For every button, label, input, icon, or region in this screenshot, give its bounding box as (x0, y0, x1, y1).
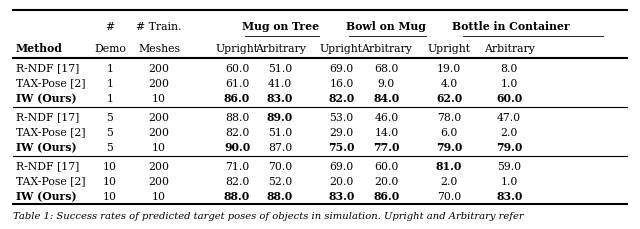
Text: 200: 200 (148, 176, 170, 186)
Text: 60.0: 60.0 (496, 93, 522, 104)
Text: 82.0: 82.0 (225, 176, 249, 186)
Text: 8.0: 8.0 (500, 63, 518, 73)
Text: 5: 5 (106, 142, 113, 152)
Text: 29.0: 29.0 (330, 127, 354, 137)
Text: Method: Method (16, 43, 63, 54)
Text: 41.0: 41.0 (268, 78, 292, 88)
Text: 60.0: 60.0 (225, 63, 249, 73)
Text: 53.0: 53.0 (330, 112, 354, 122)
Text: 62.0: 62.0 (436, 93, 462, 104)
Text: 75.0: 75.0 (328, 142, 355, 153)
Text: R-NDF [17]: R-NDF [17] (16, 161, 79, 171)
Text: 200: 200 (148, 78, 170, 88)
Text: 9.0: 9.0 (378, 78, 395, 88)
Text: 88.0: 88.0 (224, 190, 250, 201)
Text: 69.0: 69.0 (330, 161, 354, 171)
Text: Arbitrary: Arbitrary (361, 44, 412, 54)
Text: IW (Ours): IW (Ours) (16, 93, 77, 104)
Text: Meshes: Meshes (138, 44, 180, 54)
Text: 83.0: 83.0 (267, 93, 293, 104)
Text: 90.0: 90.0 (224, 142, 250, 153)
Text: 200: 200 (148, 112, 170, 122)
Text: 79.0: 79.0 (436, 142, 462, 153)
Text: 88.0: 88.0 (267, 190, 293, 201)
Text: 78.0: 78.0 (437, 112, 461, 122)
Text: 60.0: 60.0 (374, 161, 399, 171)
Text: 59.0: 59.0 (497, 161, 522, 171)
Text: 70.0: 70.0 (268, 161, 292, 171)
Text: Table 1: Success rates of predicted target poses of objects in simulation. Uprig: Table 1: Success rates of predicted targ… (13, 211, 524, 220)
Text: 71.0: 71.0 (225, 161, 249, 171)
Text: Arbitrary: Arbitrary (255, 44, 305, 54)
Text: 1: 1 (106, 63, 113, 73)
Text: 68.0: 68.0 (374, 63, 399, 73)
Text: Upright: Upright (428, 44, 470, 54)
Text: 83.0: 83.0 (328, 190, 355, 201)
Text: 79.0: 79.0 (496, 142, 522, 153)
Text: 200: 200 (148, 127, 170, 137)
Text: 10: 10 (103, 176, 117, 186)
Text: TAX-Pose [2]: TAX-Pose [2] (16, 127, 85, 137)
Text: 61.0: 61.0 (225, 78, 249, 88)
Text: 1.0: 1.0 (500, 78, 518, 88)
Text: IW (Ours): IW (Ours) (16, 142, 77, 153)
Text: 10: 10 (103, 161, 117, 171)
Text: 1.0: 1.0 (500, 176, 518, 186)
Text: Mug on Tree: Mug on Tree (241, 21, 319, 32)
Text: 200: 200 (148, 161, 170, 171)
Text: 2.0: 2.0 (500, 127, 518, 137)
Text: 81.0: 81.0 (436, 161, 462, 172)
Text: 10: 10 (152, 142, 166, 152)
Text: 82.0: 82.0 (328, 93, 355, 104)
Text: Upright: Upright (216, 44, 259, 54)
Text: #: # (106, 22, 115, 32)
Text: 5: 5 (106, 127, 113, 137)
Text: 77.0: 77.0 (373, 142, 399, 153)
Text: TAX-Pose [2]: TAX-Pose [2] (16, 78, 85, 88)
Text: 86.0: 86.0 (224, 93, 250, 104)
Text: Demo: Demo (94, 44, 126, 54)
Text: 4.0: 4.0 (440, 78, 458, 88)
Text: 47.0: 47.0 (497, 112, 522, 122)
Text: 10: 10 (152, 191, 166, 201)
Text: 52.0: 52.0 (268, 176, 292, 186)
Text: Upright: Upright (320, 44, 363, 54)
Text: 84.0: 84.0 (373, 93, 399, 104)
Text: 69.0: 69.0 (330, 63, 354, 73)
Text: 20.0: 20.0 (374, 176, 399, 186)
Text: 19.0: 19.0 (437, 63, 461, 73)
Text: 10: 10 (103, 191, 117, 201)
Text: 87.0: 87.0 (268, 142, 292, 152)
Text: 1: 1 (106, 93, 113, 103)
Text: 83.0: 83.0 (496, 190, 522, 201)
Text: 1: 1 (106, 78, 113, 88)
Text: # Train.: # Train. (136, 22, 182, 32)
Text: R-NDF [17]: R-NDF [17] (16, 112, 79, 122)
Text: TAX-Pose [2]: TAX-Pose [2] (16, 176, 85, 186)
Text: 2.0: 2.0 (440, 176, 458, 186)
Text: 20.0: 20.0 (330, 176, 354, 186)
Text: 200: 200 (148, 63, 170, 73)
Text: Bottle in Container: Bottle in Container (452, 21, 569, 32)
Text: 46.0: 46.0 (374, 112, 399, 122)
Text: Bowl on Mug: Bowl on Mug (346, 21, 426, 32)
Text: 51.0: 51.0 (268, 127, 292, 137)
Text: 82.0: 82.0 (225, 127, 249, 137)
Text: 88.0: 88.0 (225, 112, 249, 122)
Text: Arbitrary: Arbitrary (484, 44, 534, 54)
Text: 5: 5 (106, 112, 113, 122)
Text: 14.0: 14.0 (374, 127, 399, 137)
Text: 89.0: 89.0 (267, 112, 293, 123)
Text: R-NDF [17]: R-NDF [17] (16, 63, 79, 73)
Text: 86.0: 86.0 (373, 190, 399, 201)
Text: 70.0: 70.0 (437, 191, 461, 201)
Text: 10: 10 (152, 93, 166, 103)
Text: 6.0: 6.0 (440, 127, 458, 137)
Text: IW (Ours): IW (Ours) (16, 190, 77, 201)
Text: 51.0: 51.0 (268, 63, 292, 73)
Text: 16.0: 16.0 (330, 78, 354, 88)
